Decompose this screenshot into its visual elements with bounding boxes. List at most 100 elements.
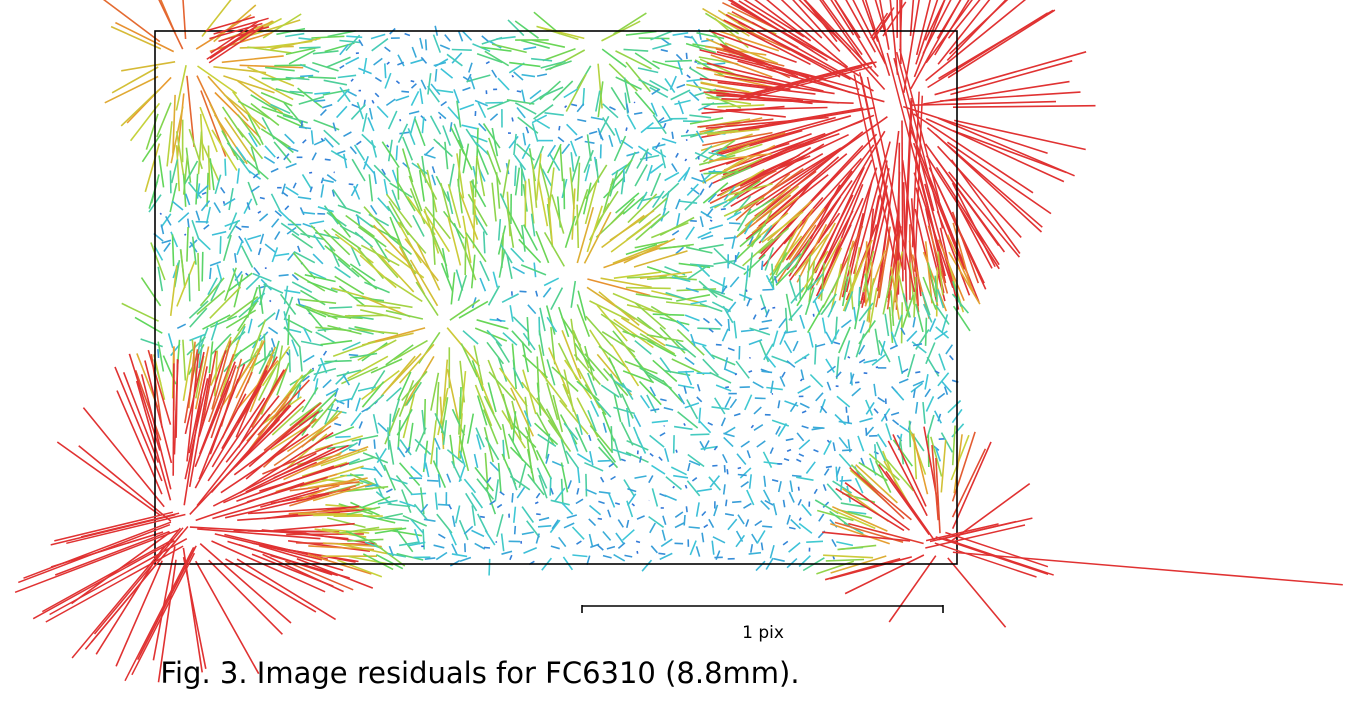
residual-vector	[324, 426, 355, 440]
residual-vector	[401, 489, 412, 513]
residual-vector	[102, 0, 161, 43]
residual-vector	[577, 290, 587, 321]
residual-vector	[519, 290, 527, 293]
residual-vector	[922, 276, 937, 310]
residual-vector	[271, 218, 280, 228]
residual-vector	[622, 330, 657, 344]
residual-vector	[346, 506, 381, 516]
residual-vector	[598, 115, 610, 136]
residual-vector	[184, 193, 191, 206]
residual-vector	[596, 438, 617, 463]
residual-vector	[285, 186, 299, 196]
residual-vector	[285, 351, 290, 356]
residual-vector	[689, 540, 697, 556]
residual-vector	[526, 520, 541, 538]
residual-vector	[723, 19, 811, 66]
residual-vector	[720, 155, 811, 193]
residual-vector	[751, 21, 874, 92]
residual-vector	[224, 116, 256, 162]
residual-vector	[439, 116, 442, 119]
residual-vector	[475, 142, 490, 156]
outlier-vector	[208, 25, 264, 64]
residual-vector	[901, 294, 914, 328]
residual-vector	[387, 139, 393, 162]
residual-vector	[804, 287, 815, 316]
residual-vector	[270, 546, 359, 563]
residual-vector	[423, 153, 436, 159]
residual-vector	[558, 536, 567, 548]
residual-vector	[608, 357, 624, 388]
residual-vector	[562, 383, 581, 425]
residual-vector	[806, 222, 836, 273]
residual-vector	[351, 158, 366, 182]
residual-vector	[442, 125, 452, 146]
residual-vector	[297, 196, 312, 200]
residual-vector	[457, 139, 473, 171]
residual-vector	[720, 417, 726, 427]
residual-vector	[287, 314, 290, 346]
residual-vector	[337, 559, 383, 578]
residual-vector	[358, 421, 363, 429]
residual-vector	[321, 528, 370, 534]
residual-vector	[690, 333, 696, 347]
residual-vector	[868, 262, 873, 323]
residual-vector	[860, 457, 865, 466]
residual-vector	[587, 410, 597, 432]
residual-vector	[603, 247, 661, 269]
residual-vector	[912, 389, 916, 399]
residual-vector	[859, 417, 873, 423]
residual-vector	[471, 505, 476, 526]
residual-vector	[712, 536, 726, 544]
residual-vector	[561, 330, 582, 380]
residual-vector	[564, 105, 568, 109]
residual-vector	[809, 373, 824, 388]
residual-vector	[384, 63, 387, 79]
residual-vector	[194, 380, 231, 468]
residual-vector	[762, 489, 771, 502]
residual-vector	[361, 295, 411, 318]
residual-vector	[284, 560, 354, 591]
residual-vector	[370, 204, 378, 215]
residual-vector	[414, 118, 426, 147]
residual-vector	[496, 317, 502, 323]
residual-vector	[763, 475, 767, 487]
residual-vector	[927, 225, 949, 294]
residual-vector	[276, 156, 280, 159]
residual-vector	[675, 246, 685, 255]
residual-vector	[346, 35, 363, 39]
residual-vector	[298, 346, 303, 372]
residual-vector	[714, 397, 726, 415]
residual-vector	[385, 309, 424, 320]
outlier-vector	[945, 531, 1049, 568]
residual-vector	[748, 338, 763, 346]
residual-vector	[827, 300, 837, 318]
residual-vector	[686, 183, 699, 196]
residual-vector	[334, 266, 351, 279]
residual-vector	[543, 277, 560, 287]
residual-vector	[730, 153, 824, 207]
residual-vector	[283, 102, 304, 127]
residual-vector	[211, 540, 326, 593]
residual-vector	[561, 143, 571, 155]
outlier-vector	[893, 57, 935, 212]
residual-vector	[475, 427, 485, 448]
residual-vector	[892, 419, 900, 426]
residual-vector	[723, 426, 736, 435]
residual-vector	[506, 99, 535, 105]
residual-vector	[449, 434, 456, 469]
residual-vector	[922, 303, 933, 323]
residual-vector	[950, 434, 970, 481]
residual-vector	[360, 309, 402, 320]
outlier-vector	[54, 511, 174, 542]
residual-vector	[866, 278, 875, 322]
residual-vector	[432, 192, 435, 228]
residual-vector	[307, 477, 368, 489]
residual-vector	[311, 152, 317, 161]
residual-vector	[946, 141, 1052, 215]
residual-vector	[157, 349, 160, 358]
residual-vector	[497, 77, 510, 91]
residual-vector	[796, 476, 814, 481]
residual-vector	[817, 130, 886, 244]
residual-vector	[172, 94, 176, 154]
residual-vector	[284, 205, 290, 211]
